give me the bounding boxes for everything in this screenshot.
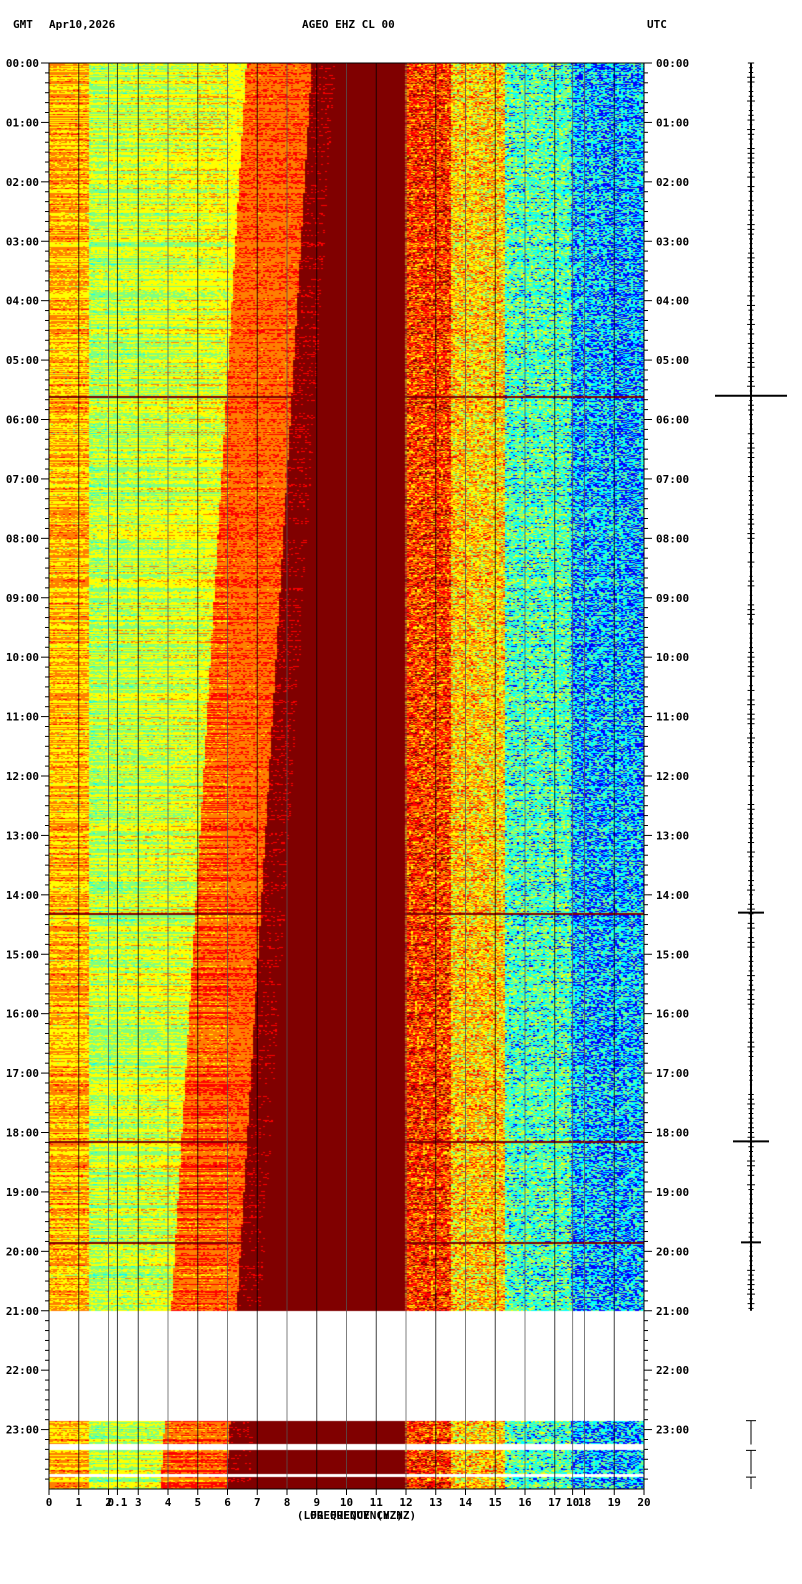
y-tick-label-left: 03:00: [6, 235, 39, 248]
header-station: AGEO EHZ CL 00: [302, 18, 395, 31]
y-tick-label-left: 21:00: [6, 1305, 39, 1318]
y-tick-label-left: 12:00: [6, 770, 39, 783]
header-date: Apr10,2026: [49, 18, 116, 31]
header-right-tz: UTC: [647, 18, 667, 31]
x-tick-label: 12: [399, 1496, 412, 1509]
y-tick-label-right: 23:00: [656, 1424, 689, 1437]
x-tick-label: 0.1: [107, 1496, 127, 1509]
y-tick-label-left: 09:00: [6, 592, 39, 605]
x-tick-label: 6: [224, 1496, 231, 1509]
y-tick-label-left: 13:00: [6, 829, 39, 842]
x-tick-label: 18: [578, 1496, 591, 1509]
y-tick-label-left: 16:00: [6, 1008, 39, 1021]
y-tick-label-right: 21:00: [656, 1305, 689, 1318]
y-tick-label-left: 15:00: [6, 948, 39, 961]
y-tick-label-right: 04:00: [656, 295, 689, 308]
x-tick-label: 1: [75, 1496, 82, 1509]
x-tick-label: 17: [548, 1496, 561, 1509]
x-tick-label: 14: [459, 1496, 473, 1509]
y-tick-label-left: 02:00: [6, 176, 39, 189]
y-tick-label-left: 20:00: [6, 1245, 39, 1258]
y-tick-label-right: 02:00: [656, 176, 689, 189]
y-tick-label-right: 08:00: [656, 532, 689, 545]
x-tick-label: 8: [284, 1496, 291, 1509]
x-tick-label: 5: [194, 1496, 201, 1509]
y-tick-label-left: 23:00: [6, 1424, 39, 1437]
y-tick-label-left: 05:00: [6, 354, 39, 367]
x-tick-label: 11: [370, 1496, 384, 1509]
x-tick-label: 9: [313, 1496, 320, 1509]
x-tick-label: 3: [135, 1496, 142, 1509]
y-tick-label-right: 19:00: [656, 1186, 689, 1199]
x-axis-label-log: (LOG FREQUENCY HZ): [297, 1509, 416, 1522]
y-tick-label-left: 19:00: [6, 1186, 39, 1199]
y-tick-label-right: 01:00: [656, 116, 689, 129]
x-axis-label: FREQUENCY (HZ): [310, 1509, 403, 1522]
y-tick-label-left: 11:00: [6, 711, 39, 724]
y-tick-label-right: 12:00: [656, 770, 689, 783]
y-tick-label-left: 01:00: [6, 116, 39, 129]
y-tick-label-right: 15:00: [656, 948, 689, 961]
y-tick-label-right: 06:00: [656, 414, 689, 427]
y-tick-label-right: 16:00: [656, 1008, 689, 1021]
x-tick-label: 20: [637, 1496, 650, 1509]
x-tick-label: 13: [429, 1496, 442, 1509]
x-tick-label: 4: [165, 1496, 172, 1509]
y-tick-label-left: 14:00: [6, 889, 39, 902]
y-tick-label-right: 07:00: [656, 473, 689, 486]
y-tick-label-left: 10:00: [6, 651, 39, 664]
y-tick-label-right: 17:00: [656, 1067, 689, 1080]
y-tick-label-right: 09:00: [656, 592, 689, 605]
y-tick-label-right: 11:00: [656, 711, 689, 724]
y-tick-label-right: 10:00: [656, 651, 689, 664]
y-tick-label-right: 22:00: [656, 1364, 689, 1377]
x-tick-label: 0: [46, 1496, 53, 1509]
x-tick-label: 7: [254, 1496, 261, 1509]
y-tick-label-right: 00:00: [656, 57, 689, 70]
y-tick-label-right: 13:00: [656, 829, 689, 842]
y-tick-label-left: 07:00: [6, 473, 39, 486]
x-tick-label: 10: [340, 1496, 353, 1509]
y-tick-label-right: 18:00: [656, 1127, 689, 1140]
y-tick-label-left: 04:00: [6, 295, 39, 308]
y-tick-label-left: 17:00: [6, 1067, 39, 1080]
x-tick-label: 16: [518, 1496, 532, 1509]
header-left-tz: GMT: [13, 18, 33, 31]
x-tick-label: 19: [608, 1496, 621, 1509]
x-tick-label: 10: [566, 1496, 579, 1509]
y-tick-label-left: 06:00: [6, 414, 39, 427]
y-tick-label-left: 00:00: [6, 57, 39, 70]
x-tick-label: 15: [489, 1496, 502, 1509]
y-tick-label-right: 14:00: [656, 889, 689, 902]
y-tick-label-left: 22:00: [6, 1364, 39, 1377]
x-tick-label: 2: [105, 1496, 112, 1509]
y-tick-label-left: 18:00: [6, 1127, 39, 1140]
y-tick-label-right: 20:00: [656, 1245, 689, 1258]
y-tick-label-left: 08:00: [6, 532, 39, 545]
y-tick-label-right: 05:00: [656, 354, 689, 367]
y-tick-label-right: 03:00: [656, 235, 689, 248]
